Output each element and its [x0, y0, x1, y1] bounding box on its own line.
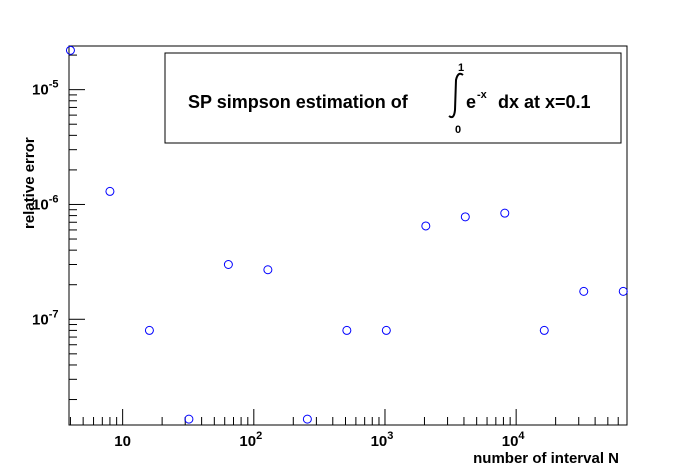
- data-point: [618, 286, 628, 296]
- y-axis-title: relative error: [21, 137, 38, 229]
- integrand-exponent: -x: [477, 89, 488, 101]
- data-point: [223, 259, 233, 269]
- y-tick-exponent: -7: [49, 308, 59, 320]
- data-point: [105, 186, 115, 196]
- data-point: [184, 414, 194, 424]
- data-point: [302, 414, 312, 424]
- y-tick-label: 10-6: [32, 193, 58, 213]
- plot-frame: [68, 45, 628, 426]
- x-axis: 10 102 103 104: [69, 409, 628, 450]
- x-tick-label: 103: [371, 430, 394, 450]
- title-prefix: SP simpson estimation of: [188, 92, 409, 112]
- x-tick-exponent: 3: [387, 430, 393, 442]
- y-tick-label: 10-7: [32, 308, 58, 328]
- data-point: [460, 212, 470, 222]
- data-point: [421, 221, 431, 231]
- x-tick-base: 10: [502, 433, 519, 450]
- y-tick-exponent: -6: [49, 193, 59, 205]
- title-suffix: dx at x=0.1: [498, 92, 591, 112]
- data-point: [263, 265, 273, 275]
- x-tick-base: 10: [114, 433, 131, 450]
- x-tick-base: 10: [239, 433, 256, 450]
- integral-upper-limit: 1: [458, 62, 464, 74]
- x-tick-exponent: 4: [518, 430, 525, 442]
- data-point: [579, 286, 589, 296]
- data-point: [381, 325, 391, 335]
- x-axis-title: number of interval N: [473, 450, 619, 467]
- data-point: [500, 208, 510, 218]
- integral-sign: [448, 72, 464, 119]
- data-point: [342, 325, 352, 335]
- integrand-base: e: [466, 92, 476, 112]
- title-box: SP simpson estimation of 1 0 e -x dx at …: [164, 52, 622, 144]
- y-tick-base: 10: [32, 82, 49, 99]
- x-tick-base: 10: [371, 433, 388, 450]
- y-axis: 10-710-610-5: [32, 54, 85, 401]
- x-tick-label: 102: [239, 430, 262, 450]
- x-tick-label: 104: [502, 430, 526, 450]
- y-tick-exponent: -5: [49, 79, 59, 91]
- data-point: [65, 45, 75, 55]
- y-tick-label: 10-5: [32, 79, 58, 99]
- y-tick-base: 10: [32, 196, 49, 213]
- data-point: [539, 325, 549, 335]
- x-tick-label: 10: [114, 433, 131, 450]
- data-points: [65, 45, 628, 424]
- y-tick-base: 10: [32, 311, 49, 328]
- integral-lower-limit: 0: [455, 124, 461, 136]
- x-tick-exponent: 2: [256, 430, 262, 442]
- data-point: [144, 325, 154, 335]
